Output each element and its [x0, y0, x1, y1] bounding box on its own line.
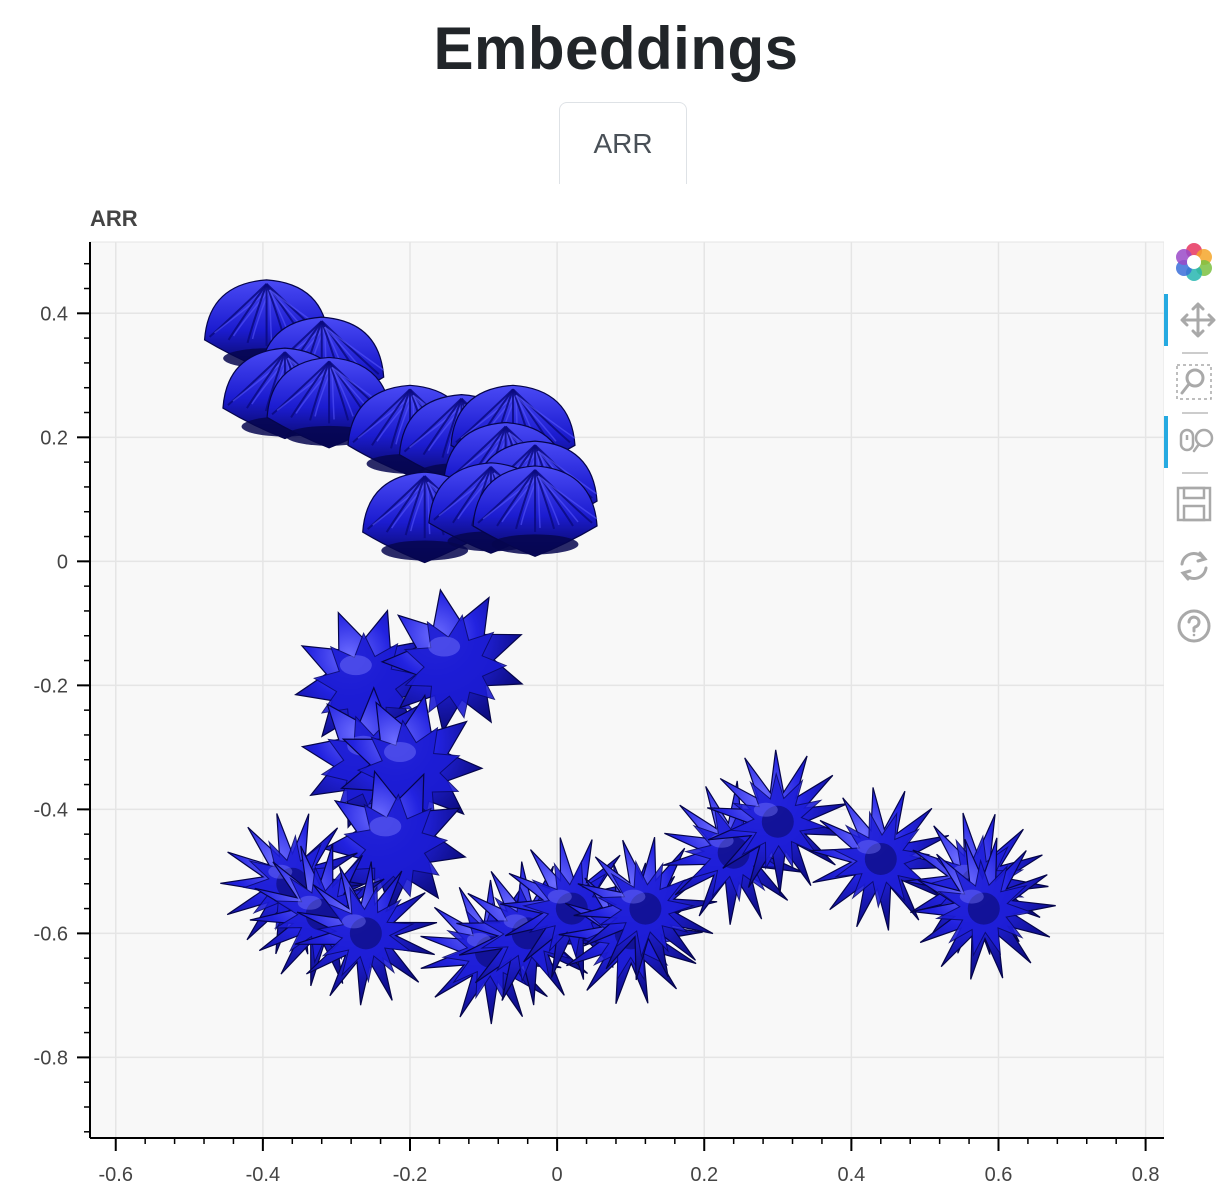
data-points: [203, 279, 1056, 1025]
y-tick-label: 0: [57, 551, 68, 573]
y-tick-label: -0.6: [34, 923, 68, 945]
pan-icon[interactable]: [1164, 294, 1228, 346]
data-point-13: [380, 588, 524, 734]
y-tick-label: 0.2: [40, 427, 68, 449]
y-tick-label: -0.4: [34, 799, 68, 821]
x-tick-label: 0.8: [1132, 1164, 1160, 1186]
page-title: Embeddings: [433, 15, 799, 82]
bokeh-logo-icon[interactable]: [1164, 236, 1224, 288]
data-point-19: [294, 861, 438, 1006]
data-point-27: [809, 787, 953, 931]
reset-icon[interactable]: [1164, 540, 1224, 592]
y-tick-label: -0.2: [34, 675, 68, 697]
data-point-26: [706, 749, 849, 894]
help-icon[interactable]: [1164, 600, 1224, 652]
tab-arr[interactable]: ARR: [559, 102, 687, 184]
data-point-24: [573, 837, 718, 981]
x-tick-label: 0.2: [690, 1164, 718, 1186]
box-zoom-icon[interactable]: [1164, 356, 1224, 408]
x-tick-label: 0: [552, 1164, 563, 1186]
save-icon[interactable]: [1164, 478, 1224, 530]
plot-title: ARR: [90, 206, 138, 231]
data-point-29: [911, 837, 1056, 980]
x-tick-label: -0.2: [393, 1164, 427, 1186]
x-tick-label: 0.4: [837, 1164, 865, 1186]
x-tick-label: -0.6: [99, 1164, 133, 1186]
axes: -0.6 -0.4 -0.2 0 0.2 0.4 0.6 0.8 0.4 0.2 0 -0.2 -0.4…: [34, 242, 1164, 1186]
embedding-scatter-plot[interactable]: -0.6 -0.4 -0.2 0 0.2 0.4 0.6 0.8 0.4 0.2 0 -0.2 -0.4…: [0, 230, 1164, 1196]
data-point-11: [472, 465, 598, 557]
data-point-16: [322, 769, 467, 914]
y-tick-label: -0.8: [34, 1047, 68, 1069]
x-tick-label: -0.4: [246, 1164, 280, 1186]
y-tick-label: 0.4: [40, 303, 68, 325]
wheel-zoom-icon[interactable]: [1164, 416, 1228, 468]
x-tick-label: 0.6: [985, 1164, 1013, 1186]
